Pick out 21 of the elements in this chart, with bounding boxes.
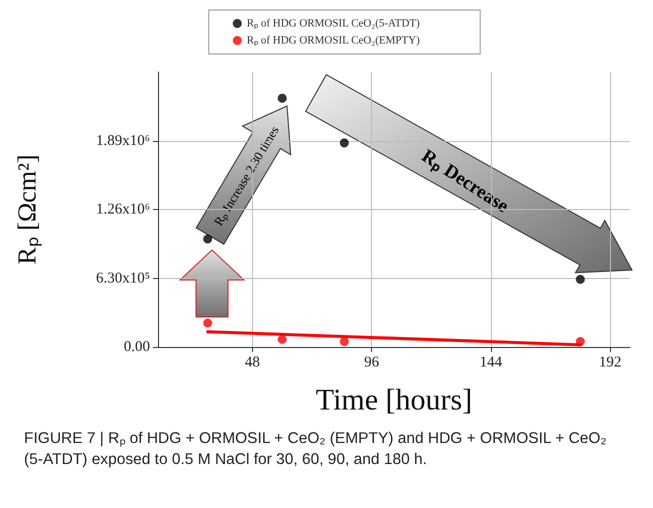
x-tick-label: 192 bbox=[598, 354, 622, 370]
point bbox=[278, 334, 287, 344]
x-tick-label: 48 bbox=[244, 354, 260, 370]
y-axis-title: Rₚ [Ωcm²] bbox=[12, 154, 42, 265]
point bbox=[576, 337, 585, 346]
legend-label: Rₚ of HDG ORMOSIL CeO₂(EMPTY) bbox=[246, 34, 420, 46]
y-tick-label: 1.89x10⁶ bbox=[96, 132, 150, 149]
x-axis-title: Time [hours] bbox=[316, 384, 472, 416]
x-tick-label: 144 bbox=[480, 354, 503, 370]
legend-label: Rₚ of HDG ORMOSIL CeO₂(5-ATDT) bbox=[246, 18, 420, 30]
x-tick-label: 96 bbox=[364, 354, 380, 370]
y-tick-label: 6.30x10⁵ bbox=[96, 270, 150, 286]
y-tick-label: 1.26x10⁶ bbox=[96, 202, 150, 218]
point bbox=[278, 94, 287, 103]
point bbox=[340, 138, 349, 148]
point bbox=[340, 337, 349, 346]
y-tick-label: 0.00 bbox=[124, 339, 150, 355]
point bbox=[203, 234, 212, 244]
caption: FIGURE 7 | Rₚ of HDG + ORMOSIL + CeO₂ (EMPTY) and HDG + ORMOSIL + CeO₂ (5-ATDT) exposed to 0.5 M NaCl for 30, 60, 90, and 180 h. bbox=[24, 429, 608, 470]
point bbox=[576, 274, 585, 284]
point bbox=[203, 318, 212, 328]
